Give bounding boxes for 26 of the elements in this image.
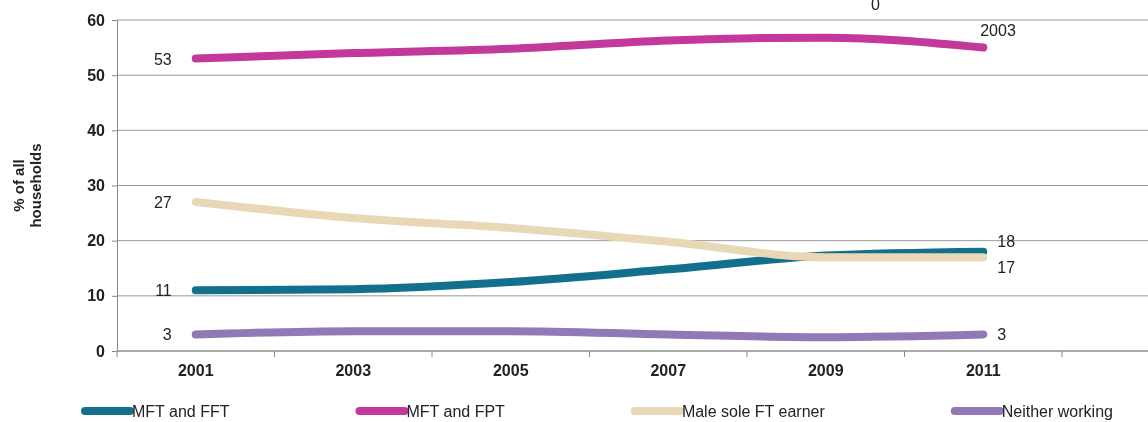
data-label: 3: [162, 326, 172, 344]
x-tick-label: 2011: [965, 362, 1001, 379]
legend-label: MFT and FFT: [132, 403, 230, 420]
y-tick-label: 10: [87, 287, 106, 305]
x-tick-label: 2007: [650, 362, 687, 379]
data-label: 11: [155, 282, 172, 300]
y-tick-label: 0: [96, 342, 106, 360]
y-tick-label: 30: [87, 177, 106, 195]
y-tick-label: 20: [87, 232, 106, 250]
x-tick-label: 2005: [492, 362, 529, 379]
data-label: 3: [997, 326, 1007, 344]
data-label: 18: [997, 233, 1016, 251]
legend-label: Neither working: [1001, 403, 1113, 420]
x-tick-label: 2001: [177, 362, 214, 379]
x-tick-label: 2003: [335, 362, 372, 379]
y-tick-label: 40: [87, 121, 106, 139]
legend-label: MFT and FPT: [406, 403, 506, 420]
data-label: 17: [997, 259, 1016, 277]
y-axis-title: % of all households: [10, 143, 44, 228]
annotation: 2003: [980, 22, 1016, 39]
legend-label: Male sole FT earner: [681, 403, 826, 420]
data-label: 27: [153, 194, 172, 212]
y-tick-label: 60: [87, 11, 106, 29]
y-tick-label: 50: [87, 66, 106, 84]
x-tick-label: 2009: [807, 362, 844, 379]
data-label: 53: [153, 50, 172, 68]
